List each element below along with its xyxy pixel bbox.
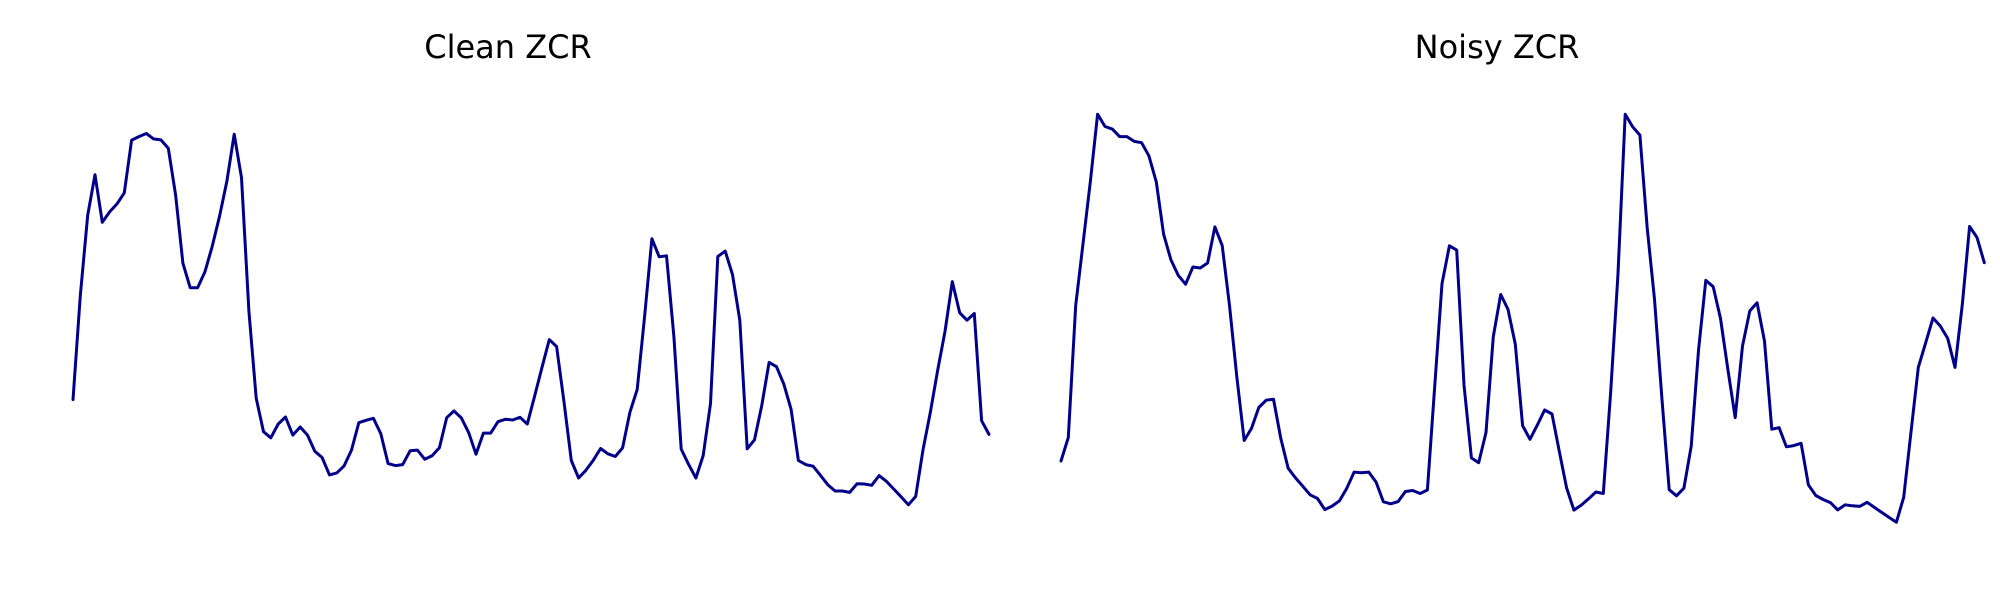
subplot-clean-zcr: Clean ZCR — [71, 28, 991, 507]
series-line-clean — [71, 132, 991, 507]
chart-title-noisy: Noisy ZCR — [1415, 28, 1580, 66]
subplot-noisy-zcr: Noisy ZCR — [1059, 28, 1986, 524]
chart-title-clean: Clean ZCR — [424, 28, 591, 66]
data-points-noisy — [1060, 114, 1985, 523]
series-line-noisy — [1059, 112, 1986, 524]
data-points-clean — [72, 133, 990, 505]
